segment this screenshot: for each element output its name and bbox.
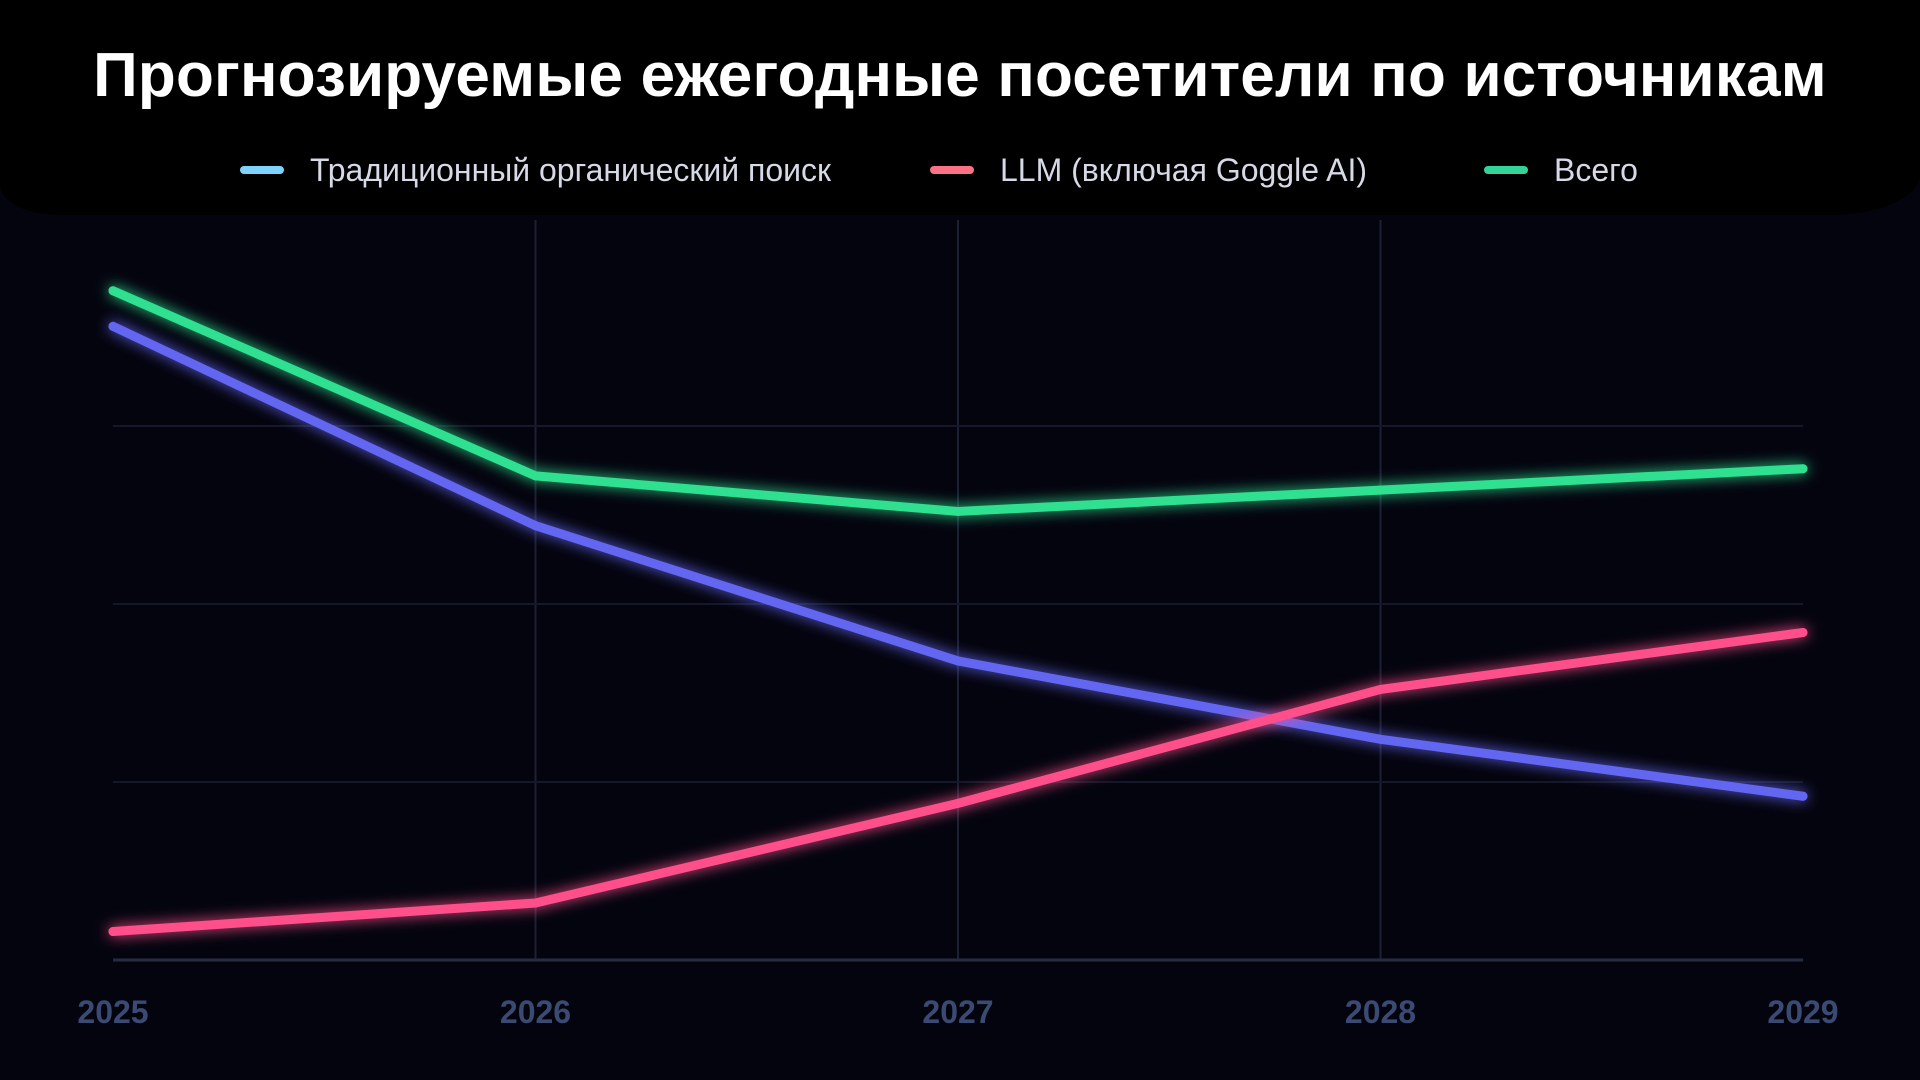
data-point-llm[interactable] [953,798,963,808]
legend-item-total[interactable]: Всего [1484,148,1638,192]
data-point-organic[interactable] [1376,734,1385,744]
legend-label-organic: Традиционный органический поиск [310,151,832,188]
data-point-llm[interactable] [108,927,118,937]
series-group [108,286,1808,937]
data-point-organic[interactable] [108,321,118,331]
data-point-total[interactable] [531,471,540,481]
chart-title: Прогнозируемые ежегодные посетители по и… [93,41,1827,110]
x-tick-label: 2029 [1767,994,1838,1030]
data-point-llm[interactable] [531,898,540,908]
x-tick-label: 2025 [77,994,148,1030]
data-point-organic[interactable] [1798,791,1808,801]
legend-item-llm[interactable]: LLM (включая Goggle AI) [930,148,1367,192]
x-tick-label: 2026 [500,994,571,1030]
legend-swatch-total [1484,166,1528,174]
data-point-llm[interactable] [1798,627,1808,637]
chart-legend: Традиционный органический поиск LLM (вкл… [0,148,1920,192]
header-band [0,0,1920,215]
x-axis-ticks: 2025 2026 2027 2028 2029 [77,994,1838,1030]
data-point-organic[interactable] [531,521,540,531]
legend-item-organic[interactable]: Традиционный органический поиск [240,148,831,192]
legend-swatch-organic [240,166,284,174]
legend-label-llm: LLM (включая Goggle AI) [1000,151,1368,188]
data-point-total[interactable] [1798,464,1808,474]
grid [113,220,1803,962]
data-point-llm[interactable] [1376,684,1385,694]
x-tick-label: 2028 [1345,994,1416,1030]
data-point-total[interactable] [953,506,963,516]
x-tick-label: 2027 [922,994,993,1030]
legend-swatch-llm [930,166,974,174]
data-point-total[interactable] [1376,485,1385,495]
data-point-total[interactable] [108,286,118,296]
legend-label-total: Всего [1554,151,1638,188]
data-point-organic[interactable] [953,656,963,666]
